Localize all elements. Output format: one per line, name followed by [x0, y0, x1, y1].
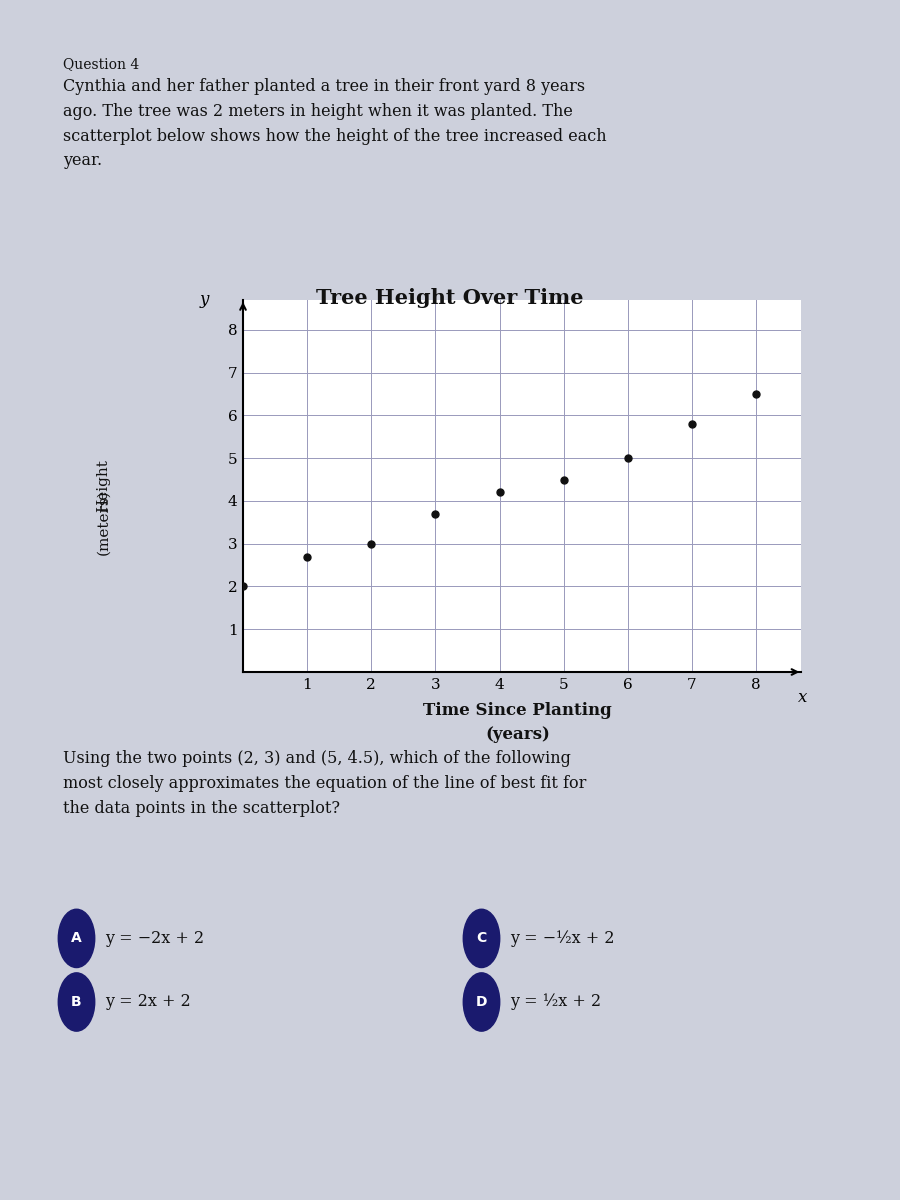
Text: y = ½x + 2: y = ½x + 2	[510, 994, 601, 1010]
Text: y = 2x + 2: y = 2x + 2	[105, 994, 191, 1010]
Circle shape	[58, 973, 94, 1031]
Circle shape	[58, 910, 94, 967]
Text: B: B	[71, 995, 82, 1009]
Point	[749, 384, 763, 403]
Point	[685, 414, 699, 433]
Text: Time Since Planting: Time Since Planting	[423, 702, 612, 719]
Text: y: y	[200, 290, 209, 307]
Text: Tree Height Over Time: Tree Height Over Time	[316, 288, 584, 308]
Text: Cynthia and her father planted a tree in their front yard 8 years
ago. The tree : Cynthia and her father planted a tree in…	[63, 78, 607, 169]
Point	[492, 482, 507, 502]
Point	[621, 449, 635, 468]
Text: y = −2x + 2: y = −2x + 2	[105, 930, 204, 947]
Text: (years): (years)	[485, 726, 550, 743]
Circle shape	[464, 973, 500, 1031]
Text: A: A	[71, 931, 82, 946]
Point	[300, 547, 314, 566]
Circle shape	[464, 910, 500, 967]
Text: (meters): (meters)	[96, 490, 111, 554]
Text: C: C	[476, 931, 487, 946]
Text: Question 4: Question 4	[63, 58, 140, 72]
Text: Height: Height	[96, 460, 111, 512]
Text: Using the two points (2, 3) and (5, 4.5), which of the following
most closely ap: Using the two points (2, 3) and (5, 4.5)…	[63, 750, 587, 816]
Text: x: x	[797, 689, 807, 706]
Point	[428, 504, 443, 523]
Point	[556, 470, 571, 490]
Point	[236, 577, 250, 596]
Point	[364, 534, 379, 553]
Text: y = −½x + 2: y = −½x + 2	[510, 930, 615, 947]
Text: D: D	[476, 995, 487, 1009]
